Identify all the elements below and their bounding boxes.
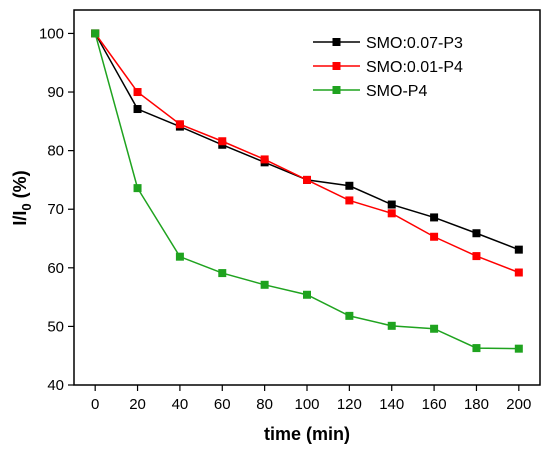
data-point <box>472 344 481 353</box>
y-axis-title: I/I0 (%) <box>10 170 34 225</box>
series-layer <box>91 29 523 353</box>
legend-label: SMO-P4 <box>366 83 427 100</box>
x-axis-title: time (min) <box>264 424 350 444</box>
legend-label: SMO:0.07-P3 <box>366 35 463 52</box>
y-axis-title-main: I/I <box>10 211 30 226</box>
data-point <box>303 290 311 299</box>
y-tick-label: 100 <box>39 25 64 42</box>
data-point <box>472 252 481 261</box>
x-tick-label: 200 <box>506 396 531 413</box>
series-2 <box>91 29 523 353</box>
data-point <box>514 245 523 254</box>
x-tick-label: 180 <box>464 396 489 413</box>
data-point <box>175 252 184 261</box>
x-tick-label: 0 <box>91 396 99 413</box>
x-tick-label: 40 <box>172 396 189 413</box>
data-point <box>175 120 184 129</box>
data-point <box>430 213 439 222</box>
data-point <box>91 29 100 38</box>
legend-item: SMO:0.01-P4 <box>313 59 463 76</box>
data-point <box>387 209 396 218</box>
y-tick-label: 80 <box>47 143 64 160</box>
data-point <box>133 184 142 193</box>
legend-item: SMO-P4 <box>313 83 427 100</box>
data-point <box>514 344 523 353</box>
data-point <box>345 181 354 190</box>
series-line <box>94 33 519 350</box>
x-tick-label: 80 <box>256 396 273 413</box>
y-tick-label: 90 <box>47 84 64 101</box>
data-point <box>430 232 439 241</box>
x-tick-label: 160 <box>422 396 447 413</box>
y-axis-title-subscript: 0 <box>19 203 34 210</box>
data-point <box>472 229 481 238</box>
legend-marker <box>332 38 341 46</box>
data-point <box>260 280 269 289</box>
data-point <box>133 105 142 114</box>
data-point <box>387 321 396 330</box>
data-point <box>514 268 523 277</box>
legend: SMO:0.07-P3 SMO:0.01-P4 SMO-P4 <box>313 35 463 100</box>
data-point <box>260 155 269 164</box>
data-point <box>218 137 227 146</box>
data-point <box>218 269 227 278</box>
data-point <box>345 311 354 320</box>
y-axis: 40 50 60 70 80 90 100 <box>39 25 74 394</box>
x-tick-label: 140 <box>379 396 404 413</box>
y-tick-label: 70 <box>47 201 64 218</box>
x-tick-label: 100 <box>294 396 319 413</box>
series-1 <box>91 29 523 277</box>
data-point <box>387 200 396 209</box>
legend-marker <box>332 86 341 94</box>
x-tick-label: 120 <box>337 396 362 413</box>
y-tick-label: 60 <box>47 260 64 277</box>
legend-marker <box>332 62 341 70</box>
legend-item: SMO:0.07-P3 <box>313 35 463 52</box>
x-tick-label: 60 <box>214 396 231 413</box>
data-point <box>133 88 142 97</box>
y-tick-label: 40 <box>47 377 64 394</box>
y-axis-title-suffix: (%) <box>10 170 30 203</box>
data-point <box>303 175 311 184</box>
y-tick-label: 50 <box>47 318 64 335</box>
x-tick-label: 20 <box>129 396 146 413</box>
legend-label: SMO:0.01-P4 <box>366 59 463 76</box>
x-axis: 0 20 40 60 80 100 120 140 160 180 200 <box>91 385 531 413</box>
data-point <box>345 196 354 205</box>
data-point <box>430 324 439 333</box>
